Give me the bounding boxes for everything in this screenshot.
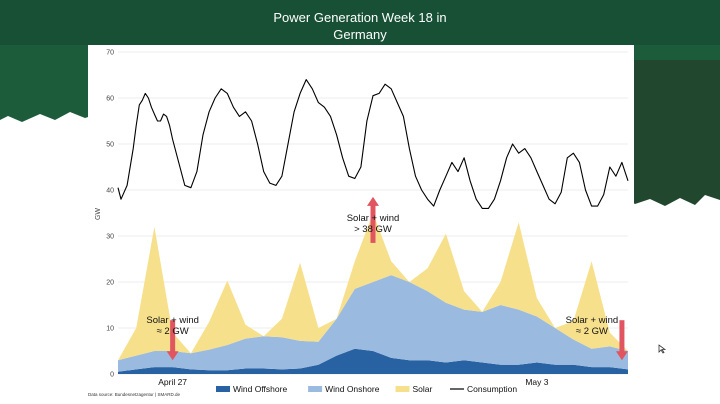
slide-title-line2: Germany [333,27,387,42]
legend-label-solar: Solar [413,384,433,394]
green-brush-right [628,60,720,206]
annotation-arrow-head-1 [367,196,379,206]
annotation-arrow-shaft-0 [170,320,176,353]
legend-swatch-wind-offshore [216,386,230,392]
annotation-arrow-shaft-2 [619,320,625,353]
title-band [0,0,720,45]
legend-swatch-wind-onshore [308,386,323,392]
y-tick-label-40: 40 [106,188,114,195]
area-wind-offshore [118,348,628,374]
legend-label-wind-offshore: Wind Offshore [233,384,287,394]
axes: 0 10 20 30 40 50 60 70 GW April 27 May 3 [95,50,549,388]
y-tick-label-20: 20 [106,280,114,287]
y-tick-label-0: 0 [110,372,114,379]
legend: Wind Offshore Wind Onshore Solar Consumptio… [216,384,517,394]
annotation-label-1-0: Solar + wind [347,213,400,224]
slide-title: Power Generation Week 18 in Germany [230,9,490,43]
area-wind-onshore [118,275,628,372]
x-tick-label: May 3 [525,377,548,387]
annotation-label-1-1: > 38 GW [354,224,392,235]
annotation-label-0-1: ≈ 2 GW [157,326,189,337]
annotation-arrow-shaft-1 [370,204,376,243]
legend-swatch-solar [395,386,410,392]
legend-label-wind-onshore: Wind Onshore [325,384,380,394]
annotation-label-2-0: Solar + wind [566,315,619,326]
source-note: Data source: Bundesnetzagentur | SMARD.d… [88,392,180,397]
annotation-arrow-head-0 [166,351,179,361]
annotation-arrow-head-2 [615,351,628,361]
mouse-cursor-icon [658,344,666,354]
y-axis-label: GW [95,208,102,220]
annotation-label-0-0: Solar + wind [146,315,199,326]
legend-label-consumption: Consumption [467,384,517,394]
y-tick-label-10: 10 [106,326,114,333]
x-tick-label: April 27 [158,377,187,387]
y-tick-label-50: 50 [106,142,114,149]
y-tick-label-70: 70 [106,50,114,57]
y-tick-label-60: 60 [106,96,114,103]
consumption-line [117,79,629,209]
annotation-label-2-1: ≈ 2 GW [576,326,608,337]
slide-title-line1: Power Generation Week 18 in [273,10,447,25]
line-consumption [117,79,629,209]
y-tick-label-30: 30 [106,234,114,241]
